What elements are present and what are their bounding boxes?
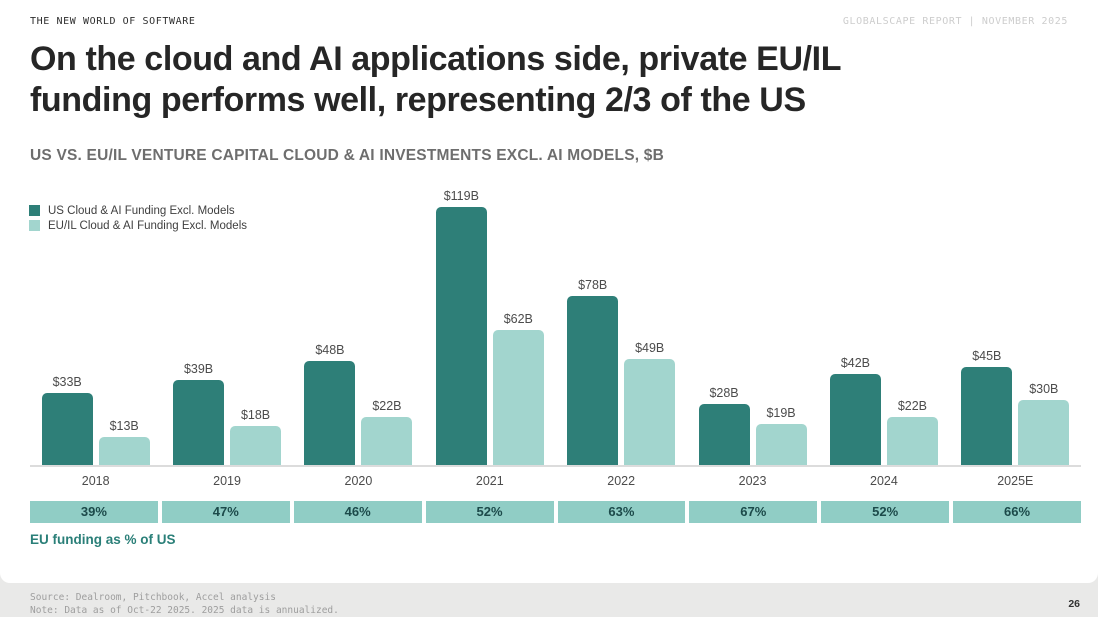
bar-value-label: $33B	[52, 374, 82, 389]
percent-cell: 63%	[557, 500, 686, 523]
bar-col-us: $28B	[698, 385, 750, 465]
bar-euil	[361, 416, 413, 465]
x-axis-label: 2021	[475, 473, 504, 488]
bar-col-us: $119B	[435, 188, 487, 465]
bar-group: $42B $22B	[818, 356, 949, 465]
bar-col-euil: $22B	[886, 398, 938, 465]
percent-cell: 39%	[30, 500, 158, 523]
x-axis-label: 2022	[607, 473, 636, 488]
bar-value-label: $62B	[503, 311, 533, 326]
bar-col-euil: $18B	[230, 407, 282, 465]
bar-value-label: $119B	[443, 188, 479, 203]
page-number: 26	[1068, 598, 1080, 610]
bar-euil	[98, 436, 150, 465]
bar-group: $119B $62B	[424, 189, 555, 465]
bar-us	[567, 295, 619, 465]
plot-area: $33B $13B $39B $18B $48B $22B $119B $62B $78B $49…	[30, 185, 1081, 467]
legend-swatch-euil	[29, 220, 40, 232]
x-axis-label: 2023	[738, 473, 767, 488]
bar-value-label: $22B	[372, 398, 402, 413]
slide-content: THE NEW WORLD OF SOFTWARE GLOBALSCAPE RE…	[0, 0, 1098, 547]
bar-euil	[624, 358, 676, 465]
bar-col-us: $48B	[304, 342, 356, 465]
legend-label-euil: EU/IL Cloud & AI Funding Excl. Models	[48, 219, 248, 232]
bar-value-label: $19B	[766, 405, 796, 420]
slide-title-line1: On the cloud and AI applications side, p…	[30, 40, 842, 78]
percent-cell: 52%	[425, 500, 554, 523]
eyebrow-label: THE NEW WORLD OF SOFTWARE	[30, 16, 196, 27]
topbar: THE NEW WORLD OF SOFTWARE GLOBALSCAPE RE…	[0, 0, 1098, 27]
percent-row: 39% 47% 46% 52% 63% 67% 52% 66%	[30, 500, 1081, 523]
bar-us	[829, 373, 881, 465]
bar-value-label: $22B	[897, 398, 928, 413]
bar-value-label: $13B	[109, 418, 139, 433]
bar-col-us: $78B	[567, 277, 619, 465]
x-axis-labels: 2018 2019 2020 2021 2022 2023 2024 2025E	[30, 467, 1081, 488]
x-axis-label: 2025E	[997, 473, 1034, 488]
bar-euil	[755, 423, 807, 465]
percent-cell: 47%	[161, 500, 290, 523]
bar-chart: US Cloud & AI Funding Excl. Models EU/IL…	[29, 185, 1081, 547]
footer-notes: Source: Dealroom, Pitchbook, Accel analy…	[30, 591, 1082, 617]
report-label: GLOBALSCAPE REPORT | NOVEMBER 2025	[842, 16, 1068, 27]
legend-label-us: US Cloud & AI Funding Excl. Models	[48, 204, 235, 217]
slide-title: On the cloud and AI applications side, p…	[30, 39, 1068, 121]
bar-us	[961, 366, 1013, 465]
bar-value-label: $39B	[183, 361, 214, 376]
bar-col-us: $42B	[829, 355, 881, 465]
bar-col-euil: $19B	[755, 405, 807, 465]
x-axis-label: 2020	[344, 473, 373, 488]
x-axis-label: 2018	[81, 473, 110, 488]
x-axis-label: 2024	[870, 473, 898, 488]
bar-us	[41, 392, 93, 465]
legend-item-us: US Cloud & AI Funding Excl. Models	[29, 205, 247, 217]
bar-col-us: $39B	[173, 361, 225, 465]
bar-us	[698, 403, 750, 465]
bar-value-label: $49B	[635, 340, 665, 355]
percent-cell: 46%	[293, 500, 422, 523]
bar-value-label: $18B	[240, 407, 271, 422]
bar-us	[173, 379, 225, 465]
legend-swatch-us	[29, 205, 40, 217]
percent-cell: 52%	[821, 500, 950, 523]
legend-item-euil: EU/IL Cloud & AI Funding Excl. Models	[29, 220, 247, 232]
bar-group: $28B $19B	[687, 386, 818, 465]
chart-title: US VS. EU/IL VENTURE CAPITAL CLOUD & AI …	[30, 146, 664, 164]
bar-euil	[492, 329, 544, 465]
bar-col-euil: $13B	[98, 418, 150, 465]
data-note: Note: Data as of Oct-22 2025. 2025 data …	[30, 605, 339, 617]
bar-value-label: $48B	[315, 342, 345, 357]
bar-group: $33B $13B	[30, 375, 161, 465]
bar-value-label: $42B	[840, 355, 871, 370]
legend: US Cloud & AI Funding Excl. Models EU/IL…	[29, 205, 247, 235]
bar-group: $48B $22B	[293, 343, 424, 465]
bar-col-us: $33B	[41, 374, 93, 465]
bar-euil	[886, 416, 938, 465]
bar-group: $45B $30B	[950, 349, 1081, 465]
bar-group: $78B $49B	[556, 278, 687, 465]
bar-value-label: $45B	[972, 348, 1002, 363]
footer: Source: Dealroom, Pitchbook, Accel analy…	[0, 583, 1098, 617]
percent-cell: 67%	[689, 500, 818, 523]
bar-col-euil: $30B	[1018, 381, 1070, 465]
slide-title-line2: funding performs well, representing 2/3 …	[30, 80, 806, 119]
bar-euil	[1018, 399, 1070, 465]
bar-col-us: $45B	[961, 348, 1013, 465]
bar-value-label: $30B	[1029, 381, 1059, 396]
bar-euil	[230, 425, 282, 465]
bar-col-euil: $22B	[361, 398, 413, 465]
bar-us	[435, 206, 487, 465]
bar-value-label: $28B	[709, 385, 739, 400]
x-axis-label: 2019	[213, 473, 241, 488]
bar-col-euil: $49B	[624, 340, 676, 465]
bar-us	[304, 360, 356, 465]
bar-value-label: $78B	[578, 277, 608, 292]
percent-caption: EU funding as % of US	[30, 531, 176, 547]
bar-col-euil: $62B	[492, 311, 544, 465]
source-note: Source: Dealroom, Pitchbook, Accel analy…	[30, 592, 276, 603]
bar-group: $39B $18B	[161, 362, 292, 465]
percent-cell: 66%	[953, 500, 1081, 523]
